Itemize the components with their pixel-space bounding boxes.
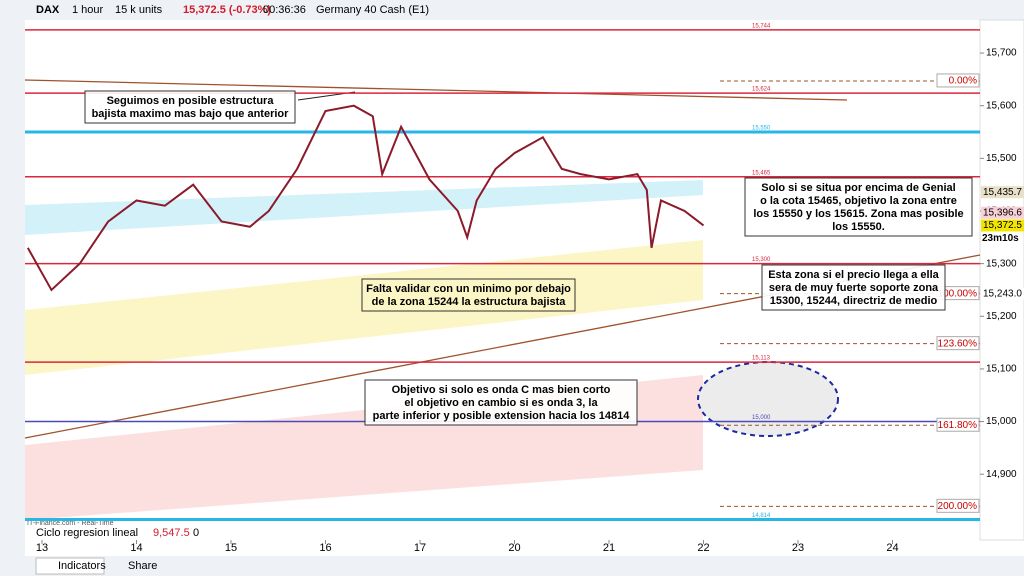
x-tick-label: 15: [225, 542, 237, 554]
price-label-box: [981, 186, 1024, 199]
note-line: Solo si se situa por encima de Genial: [761, 182, 955, 194]
note-box: [84, 90, 296, 124]
level-label: 15,300: [752, 257, 771, 263]
indicator-name: Ciclo regresion lineal: [36, 527, 138, 539]
note-line: parte inferior y posible extension hacia…: [373, 410, 631, 422]
note-line: Esta zona si el precio llega a ella: [768, 269, 939, 281]
x-tick-label: 22: [697, 542, 709, 554]
y-tick-label: 15,200: [986, 311, 1017, 322]
bottom-toolbar: [0, 556, 1024, 576]
fib-label: 161.80%: [938, 420, 978, 431]
fib-label: 100.00%: [938, 288, 978, 299]
note-line: bajista maximo mas bajo que anterior: [92, 108, 290, 120]
note-line: el objetivo en cambio si es onda 3, la: [404, 397, 598, 409]
fib-box: [936, 336, 980, 351]
units[interactable]: 15 k units: [115, 4, 163, 16]
note-box: [364, 379, 638, 426]
y-tick-label: 14,900: [986, 469, 1017, 480]
instrument: Germany 40 Cash (E1): [316, 4, 429, 16]
fib-box: [936, 417, 980, 432]
note-line: o la cota 15465, objetivo la zona entre: [760, 195, 957, 207]
symbol[interactable]: DAX: [36, 4, 60, 16]
note-line: Seguimos en posible estructura: [107, 95, 275, 107]
price-line: [26, 104, 705, 292]
note-line: 15300, 15244, directriz de medio: [770, 295, 938, 307]
price-label: 15,396.6: [983, 207, 1022, 218]
fib-box: [936, 73, 980, 88]
level-label: 15,550: [752, 126, 771, 132]
left-toolbar: [0, 20, 25, 556]
indicators-label[interactable]: Indicators: [58, 560, 106, 572]
level-label: 15,624: [752, 87, 771, 93]
top-toolbar: [0, 0, 1024, 20]
indicator-extra: 0: [193, 527, 199, 539]
level-label: 14,814: [752, 513, 771, 519]
indicators-button[interactable]: [35, 557, 105, 575]
note-box: [744, 177, 973, 237]
note-line: sera de muy fuerte soporte zona: [769, 282, 939, 294]
x-tick-label: 24: [886, 542, 898, 554]
timer: 23m10s: [982, 233, 1019, 244]
note-line: Objetivo si solo es onda C mas bien cort…: [392, 384, 611, 396]
support-zone: [25, 240, 703, 375]
timeframe[interactable]: 1 hour: [72, 4, 104, 16]
note-line: Falta validar con un minimo por debajo: [366, 283, 571, 295]
x-tick-label: 23: [792, 542, 804, 554]
level-label: 15,744: [752, 23, 771, 29]
y-tick-label: 15,100: [986, 364, 1017, 375]
y-tick-label: 15,300: [986, 258, 1017, 269]
x-tick-label: 16: [319, 542, 331, 554]
y-tick-label: 15,500: [986, 153, 1017, 164]
level-label: 15,000: [752, 415, 771, 421]
x-tick-label: 21: [603, 542, 615, 554]
price-label: 15,243.0: [983, 288, 1022, 299]
fib-label: 123.60%: [938, 338, 978, 349]
note-box: [361, 278, 576, 312]
price-label-box: [981, 287, 1024, 300]
price-label: 15,372.5: [983, 220, 1022, 231]
fib-label: 200.00%: [938, 501, 978, 512]
x-tick-label: 20: [508, 542, 520, 554]
price-label-box: [981, 219, 1024, 232]
quote: 15,372.5 (-0.73%): [183, 4, 271, 16]
indicator-value: 9,547.5: [153, 527, 190, 539]
note-line: los 15550 y los 15615. Zona mas posible: [753, 208, 963, 220]
note-box: [761, 264, 946, 311]
y-tick-label: 15,600: [986, 100, 1017, 111]
fib-label: 0.00%: [949, 76, 977, 87]
trend-line: [24, 79, 848, 101]
share-label[interactable]: Share: [128, 560, 157, 572]
y-tick-label: 15,000: [986, 416, 1017, 427]
target-ellipse: [697, 361, 839, 437]
source: IT-Finance.com - Real-Time: [27, 520, 114, 527]
price-label: 15,435.7: [983, 187, 1022, 198]
note-line: los 15550.: [832, 221, 885, 233]
level-label: 15,465: [752, 170, 771, 176]
x-tick-label: 13: [36, 542, 48, 554]
countdown: 00:36:36: [263, 4, 306, 16]
cloud-zone: [25, 180, 703, 235]
price-label-box: [981, 206, 1024, 219]
level-label: 15,113: [752, 356, 771, 362]
price-axis: [979, 19, 1024, 541]
x-tick-label: 14: [130, 542, 142, 554]
note-line: de la zona 15244 la estructura bajista: [372, 296, 567, 308]
x-tick-label: 17: [414, 542, 426, 554]
fib-box: [936, 498, 980, 513]
y-tick-label: 15,700: [986, 48, 1017, 59]
